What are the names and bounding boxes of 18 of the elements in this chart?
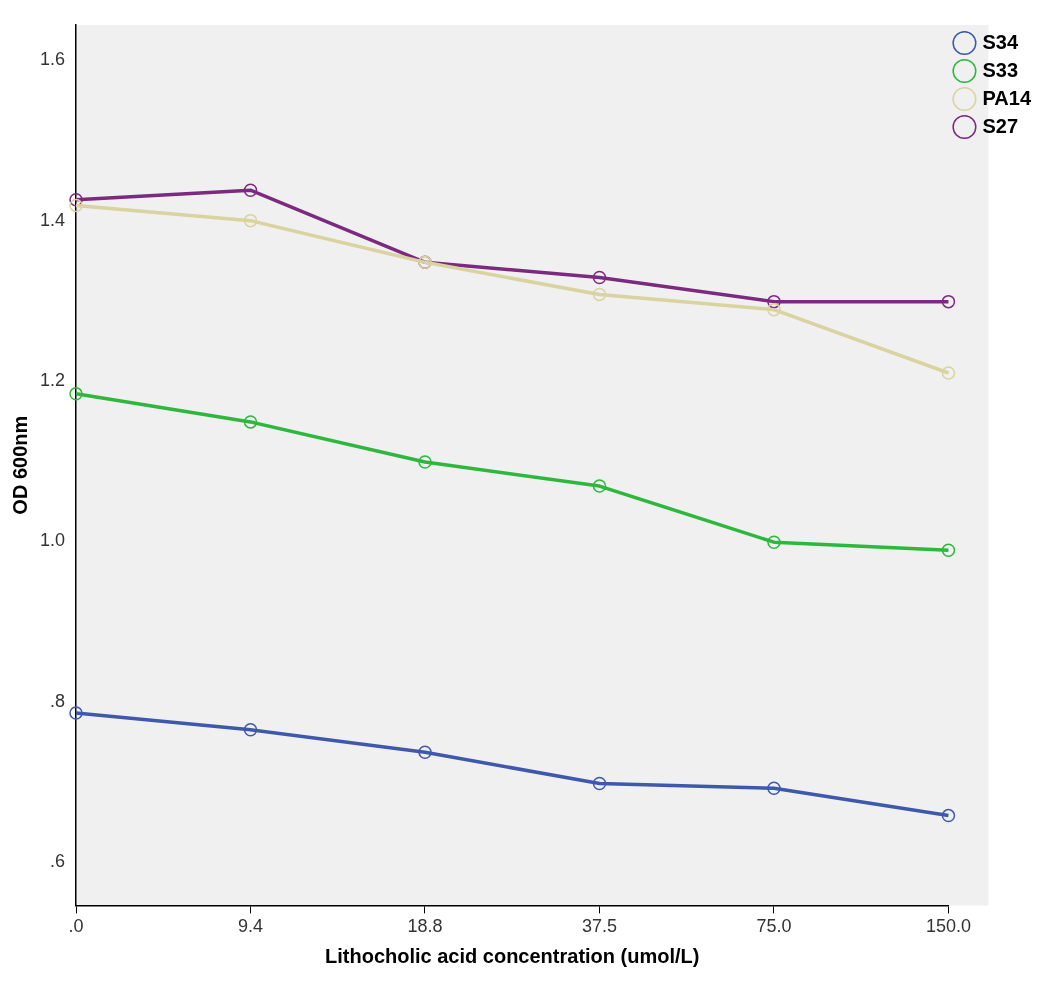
legend-label: PA14 (982, 86, 1032, 109)
y-tick-label: 1.6 (39, 49, 66, 70)
y-tick-label: .8 (50, 690, 66, 711)
x-tick-label: 18.8 (407, 916, 443, 937)
x-axis-title: Lithocholic acid concentration (umol/L) (325, 944, 700, 967)
y-tick-label: .6 (50, 851, 66, 872)
y-tick-label: 1.2 (39, 369, 66, 390)
y-tick-label: 1.4 (39, 209, 66, 230)
x-tick-label: 75.0 (756, 916, 792, 937)
legend-label: S34 (982, 30, 1019, 53)
x-tick-label: .0 (68, 916, 84, 937)
legend-label: S33 (982, 58, 1019, 81)
y-tick-label: 1.0 (39, 530, 66, 551)
x-tick-label: 37.5 (581, 916, 618, 937)
legend-label: S27 (982, 114, 1019, 137)
x-tick-label: 150.0 (925, 916, 971, 937)
y-axis-title: OD 600nm (8, 415, 31, 515)
x-tick-label: 9.4 (237, 916, 264, 937)
